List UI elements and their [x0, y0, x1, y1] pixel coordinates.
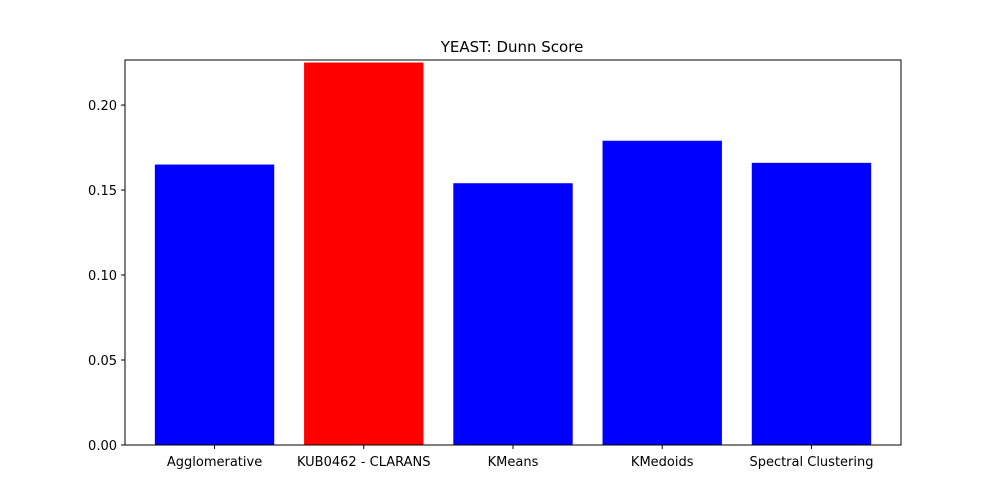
bar-3 [602, 140, 722, 446]
bar-2 [453, 183, 573, 446]
x-tick-label-0: Agglomerative [167, 455, 262, 470]
y-tick-label-2: 0.10 [88, 269, 117, 284]
x-tick-label-4: Spectral Clustering [749, 455, 873, 470]
y-tick-label-0: 0.00 [88, 439, 117, 454]
plot-frame [124, 59, 902, 446]
x-tick-label-3: KMedoids [631, 455, 694, 470]
y-tick-label-1: 0.05 [88, 354, 117, 369]
y-tick-label-3: 0.15 [88, 184, 117, 199]
bars-group [154, 62, 872, 446]
y-axis: 0.00 0.05 0.10 0.15 0.20 [88, 99, 125, 454]
x-axis: Agglomerative KUB0462 - CLARANS KMeans KMed… [167, 445, 873, 470]
chart-title: YEAST: Dunn Score [440, 38, 584, 56]
x-tick-label-1: KUB0462 - CLARANS [297, 455, 431, 470]
bar-1 [304, 62, 424, 446]
bar-4 [751, 162, 872, 445]
bar-0 [154, 164, 275, 446]
x-tick-label-2: KMeans [488, 455, 539, 470]
y-tick-label-4: 0.20 [88, 99, 117, 114]
